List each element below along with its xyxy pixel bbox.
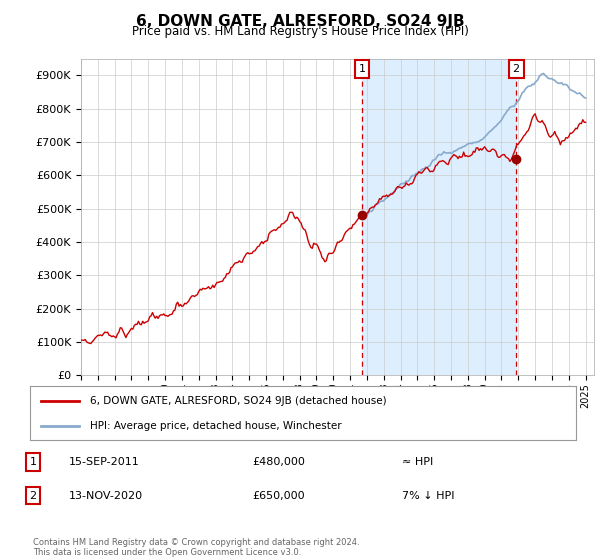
Text: Price paid vs. HM Land Registry's House Price Index (HPI): Price paid vs. HM Land Registry's House … — [131, 25, 469, 38]
Text: ≈ HPI: ≈ HPI — [402, 457, 433, 467]
Text: HPI: Average price, detached house, Winchester: HPI: Average price, detached house, Winc… — [90, 421, 341, 431]
Text: 6, DOWN GATE, ALRESFORD, SO24 9JB (detached house): 6, DOWN GATE, ALRESFORD, SO24 9JB (detac… — [90, 396, 386, 407]
Text: £650,000: £650,000 — [252, 491, 305, 501]
Bar — [362, 59, 516, 375]
Text: 15-SEP-2011: 15-SEP-2011 — [69, 457, 140, 467]
Text: 2: 2 — [512, 64, 520, 74]
Text: 1: 1 — [359, 64, 365, 74]
Text: 1: 1 — [29, 457, 37, 467]
Text: Contains HM Land Registry data © Crown copyright and database right 2024.
This d: Contains HM Land Registry data © Crown c… — [33, 538, 359, 557]
Text: 6, DOWN GATE, ALRESFORD, SO24 9JB: 6, DOWN GATE, ALRESFORD, SO24 9JB — [136, 14, 464, 29]
Text: 2: 2 — [29, 491, 37, 501]
Text: £480,000: £480,000 — [252, 457, 305, 467]
Text: 13-NOV-2020: 13-NOV-2020 — [69, 491, 143, 501]
Text: 7% ↓ HPI: 7% ↓ HPI — [402, 491, 455, 501]
